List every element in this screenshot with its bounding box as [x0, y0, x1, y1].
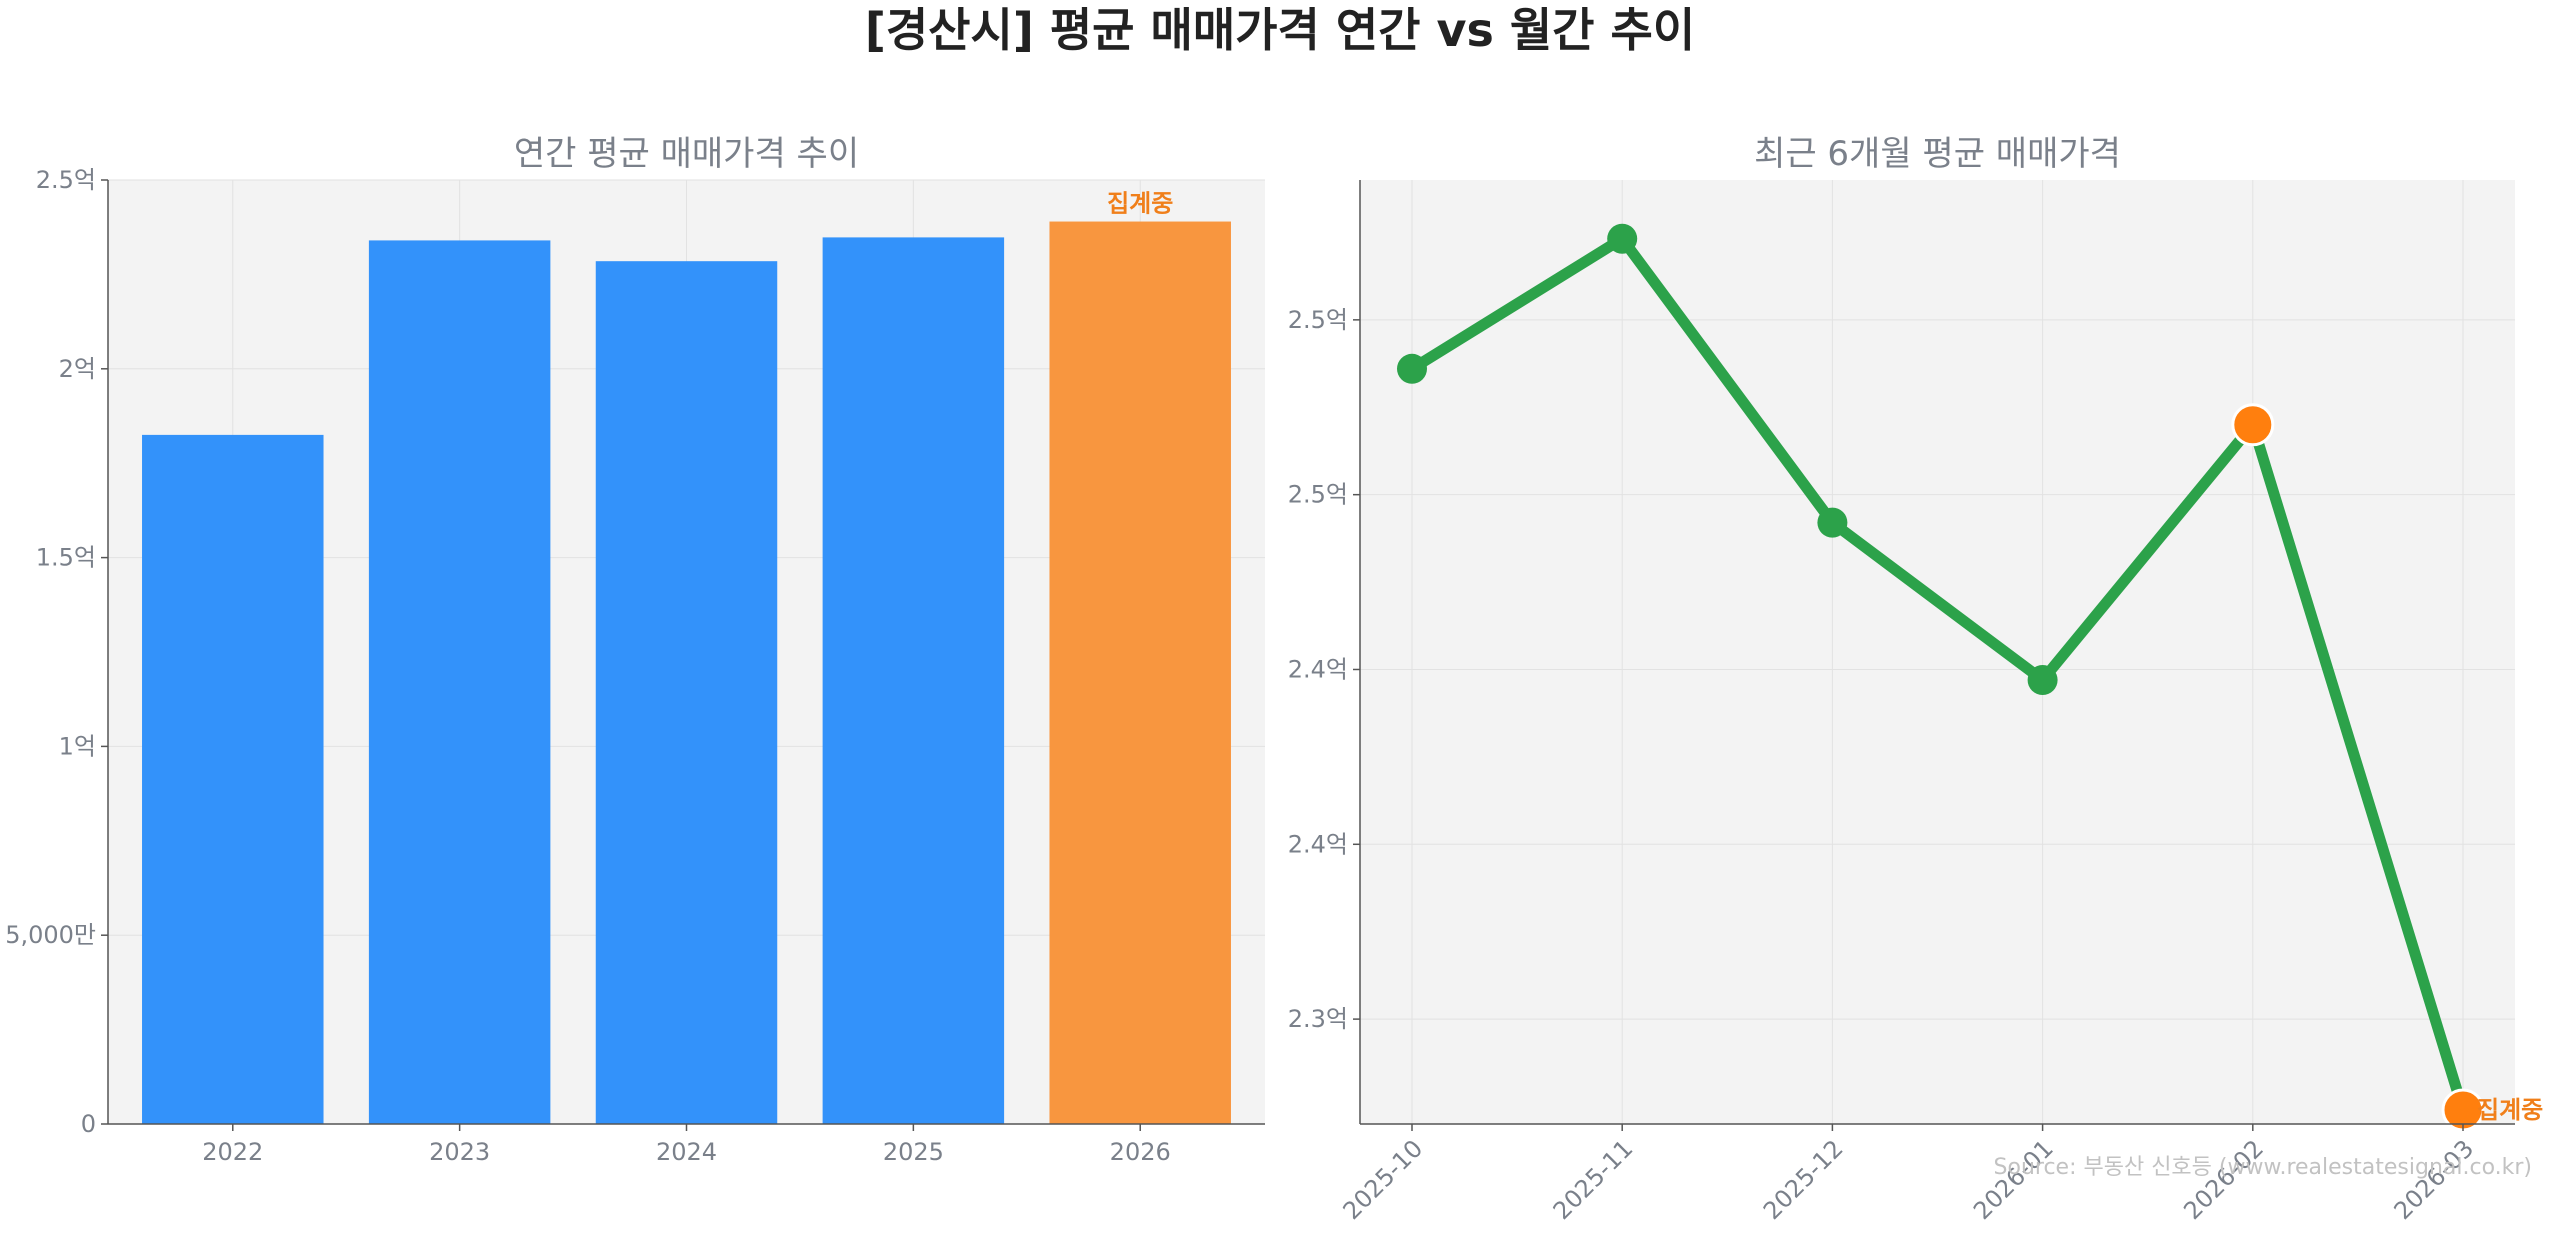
monthly-line-chart: 2.3억 2.4억 2.4억 2.5억 2.5억 2025-10 2025-11 2025-1…: [1288, 134, 2544, 1225]
x-tick-label: 2025-11: [1548, 1134, 1639, 1225]
data-point-2026-01: [2027, 664, 2058, 695]
collecting-label: 집계중: [1107, 190, 1173, 218]
price-line: [1406, 233, 2469, 1116]
x-tick-label: 2024: [656, 1138, 717, 1166]
bar-2026: [1049, 221, 1231, 1124]
y-tick-label: 2.4억: [1288, 655, 1348, 683]
annual-bar-chart: 0 5,000만 1억 1.5억 2억 2.5억 2022 2023 2024 2025 2026 집…: [5, 134, 1265, 1166]
x-tick-label: 2026: [1110, 1138, 1171, 1166]
y-tick-label: 1억: [59, 732, 96, 760]
data-point-2025-12: [1817, 507, 1848, 538]
x-tick-label: 2025-10: [1338, 1134, 1429, 1225]
plot-background: [1360, 180, 2515, 1124]
y-tick-label: 5,000만: [5, 921, 96, 949]
panel-title: 최근 6개월 평균 매매가격: [1754, 134, 2121, 174]
bar-2025: [822, 237, 1005, 1124]
x-tick-label: 2023: [429, 1138, 490, 1166]
highlight-point-2026-02: [2231, 403, 2275, 447]
y-tick-label: 2.3억: [1288, 1005, 1348, 1033]
x-tick-label: 2025-12: [1758, 1134, 1849, 1225]
figure-title: [경산시] 평균 매매가격 연간 vs 월간 추이: [864, 3, 1696, 57]
y-tick-label: 2억: [59, 355, 96, 383]
bar-2024: [595, 261, 778, 1125]
y-tick-label: 2.5억: [1288, 481, 1348, 509]
data-point-2025-11: [1607, 223, 1638, 254]
x-tick-label: 2025: [883, 1138, 944, 1166]
y-tick-label: 0: [81, 1110, 96, 1138]
y-tick-label: 2.5억: [36, 166, 96, 194]
bar-2022: [142, 434, 324, 1124]
y-tick-label: 1.5억: [36, 544, 96, 572]
bar-2023: [368, 240, 551, 1124]
collecting-label: 집계중: [2477, 1096, 2543, 1124]
y-tick-label: 2.5억: [1288, 306, 1348, 334]
source-note: Source: 부동산 신호등 (www.realestatesignal.co…: [1994, 1155, 2532, 1180]
x-tick-label: 2022: [202, 1138, 263, 1166]
panel-title: 연간 평균 매매가격 추이: [514, 134, 859, 174]
data-point-2025-10: [1397, 353, 1427, 384]
y-tick-label: 2.4억: [1288, 830, 1348, 858]
